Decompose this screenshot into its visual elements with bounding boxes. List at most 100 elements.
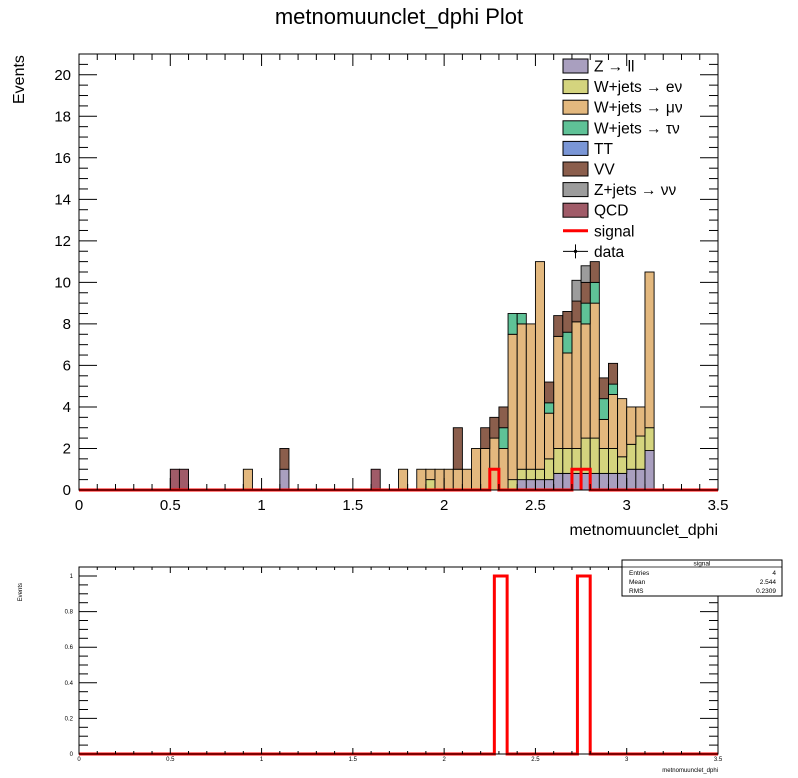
- sub-y-tick-label: 0.8: [65, 610, 74, 616]
- bar-z-ll: [617, 472, 628, 491]
- bar-qcd: [169, 468, 180, 491]
- x-tick-label: 2: [440, 497, 448, 514]
- bar-vv: [571, 300, 582, 323]
- bar-vv: [480, 427, 491, 449]
- bar-w-jets: [562, 352, 573, 449]
- stats-box-frame: [621, 559, 783, 597]
- x-tick-label: 0: [75, 497, 83, 514]
- axes: 0 0.5 1 1.5 2 2.5 3 3.5 0 2 4 6 8 10 12 14 16 18 20: [54, 54, 728, 514]
- stats-rms-label: RMS: [629, 588, 644, 595]
- legend-item-w-jets-e: W+jets → eν: [562, 79, 683, 96]
- bar-w-jets: [562, 331, 573, 354]
- sub-signal-line: [79, 574, 718, 756]
- legend-item-signal: signal: [563, 223, 635, 240]
- bar-w-jets: [644, 271, 655, 429]
- bar-z-ll: [635, 468, 646, 491]
- bar-z-ll: [534, 479, 546, 491]
- bar-z-ll: [544, 479, 555, 491]
- bar-w-jets: [544, 412, 555, 460]
- sub-y-tick-label: 1: [70, 574, 74, 580]
- x-tick-label: 3.5: [708, 497, 729, 514]
- bar-w-jets-e: [635, 435, 646, 470]
- stats-box: signal Entries 4 Mean 2.544 RMS 0.2309: [621, 559, 783, 597]
- bar-w-jets: [571, 321, 582, 449]
- bar-vv: [489, 416, 500, 439]
- legend-label: QCD: [594, 203, 628, 220]
- legend-label: VV: [594, 162, 615, 179]
- sub-y-axis-label: Events: [18, 583, 24, 601]
- bar-w-jets-e: [425, 479, 436, 491]
- legend-item-z-ll: Z → ll: [562, 58, 634, 76]
- stats-mean-value: 2.544: [760, 579, 777, 586]
- sub-signal-line-group: [79, 574, 718, 756]
- y-tick-label: 6: [63, 357, 71, 374]
- sub-y-tick-label: 0.2: [65, 716, 74, 722]
- sub-x-tick-label: 1.5: [349, 757, 358, 763]
- y-tick-label: 12: [54, 233, 71, 250]
- x-tick-label: 1: [257, 497, 265, 514]
- bar-w-jets: [608, 394, 619, 449]
- bar-z-ll: [279, 468, 290, 491]
- bar-w-jets: [425, 468, 436, 481]
- bar-qcd: [370, 468, 381, 491]
- bar-w-jets: [452, 468, 463, 491]
- legend-label: TT: [594, 141, 613, 158]
- legend-swatch: [562, 79, 589, 95]
- y-tick-label: 4: [63, 399, 71, 416]
- stats-entries-value: 4: [772, 570, 776, 577]
- legend-swatch: [562, 182, 589, 198]
- legend-swatch: [562, 161, 589, 177]
- bar-z-ll: [525, 479, 536, 491]
- bar-w-jets: [598, 418, 609, 449]
- bar-w-jets: [544, 402, 555, 414]
- y-tick-label: 18: [54, 108, 71, 125]
- sub-y-tick-label: 0.6: [65, 645, 74, 651]
- bar-w-jets: [580, 323, 591, 439]
- bar-w-jets-e: [617, 456, 628, 474]
- sub-y-tick-label: 0: [70, 752, 74, 758]
- bar-vv: [498, 406, 509, 429]
- bar-w-jets-e: [598, 448, 609, 474]
- bar-w-jets-e: [608, 448, 619, 474]
- bar-w-jets: [598, 398, 609, 420]
- legend-swatch: [562, 120, 589, 136]
- bar-w-jets-e: [544, 458, 555, 481]
- sub-axes: 0 0.5 1 1.5 2 2.5 3 3.5 0 0.2 0.4 0.6 0.8 1: [65, 567, 723, 763]
- bar-w-jets: [626, 406, 637, 445]
- bar-w-jets-e: [644, 427, 655, 452]
- legend-label: Z+jets → νν: [594, 182, 677, 199]
- sub-x-tick-label: 3: [625, 757, 629, 763]
- signal-line-group: [79, 467, 718, 492]
- bar-vv: [562, 310, 573, 333]
- bar-z-ll: [608, 472, 619, 491]
- bar-z-jets: [571, 279, 582, 302]
- bar-z-ll: [516, 479, 527, 491]
- bar-w-jets: [516, 323, 527, 470]
- stats-rms-value: 0.2309: [756, 588, 776, 595]
- bar-z-ll: [626, 468, 637, 491]
- sub-x-tick-label: 2.5: [531, 757, 540, 763]
- bar-w-jets: [553, 335, 564, 449]
- bar-w-jets: [589, 281, 600, 304]
- legend-label: W+jets → eν: [594, 79, 683, 96]
- sub-plot-frame: [78, 566, 719, 755]
- legend-item-vv: VV: [562, 161, 615, 179]
- bar-w-jets: [516, 313, 527, 325]
- bar-vv: [553, 315, 564, 337]
- bar-vv: [598, 377, 609, 400]
- stats-mean-label: Mean: [629, 579, 646, 586]
- bar-w-jets: [443, 468, 454, 491]
- legend-item-data: data: [563, 244, 625, 261]
- bar-w-jets-e: [516, 468, 527, 481]
- bar-w-jets: [242, 468, 253, 491]
- bar-w-jets: [534, 261, 546, 470]
- bar-w-jets: [507, 333, 518, 481]
- bar-z-ll: [553, 472, 564, 491]
- sub-y-tick-label: 0.4: [65, 681, 74, 687]
- legend-item-z-jets: Z+jets → νν: [562, 182, 677, 199]
- legend-label: W+jets → τν: [594, 120, 680, 137]
- sub-x-tick-label: 3.5: [714, 757, 723, 763]
- bar-w-jets-e: [507, 479, 518, 491]
- bar-w-jets: [471, 448, 482, 491]
- bar-w-jets-e: [525, 468, 536, 481]
